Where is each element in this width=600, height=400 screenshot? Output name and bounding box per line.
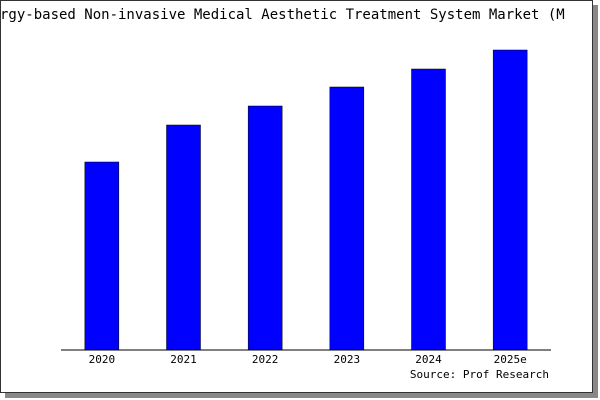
bar: [84, 161, 120, 351]
bar: [247, 105, 283, 351]
x-tick-label: 2024: [415, 353, 442, 366]
source-note: Source: Prof Research: [410, 368, 549, 381]
x-tick-label: 2025e: [494, 353, 527, 366]
x-tick-label: 2020: [89, 353, 116, 366]
bar: [166, 124, 201, 351]
bar: [329, 86, 365, 351]
x-tick-label: 2023: [334, 353, 361, 366]
bar: [492, 49, 528, 351]
chart-title: rgy-based Non-invasive Medical Aesthetic…: [0, 7, 565, 23]
x-tick-label: 2022: [252, 353, 279, 366]
x-tick-label: 2021: [170, 353, 197, 366]
bar: [411, 68, 446, 351]
